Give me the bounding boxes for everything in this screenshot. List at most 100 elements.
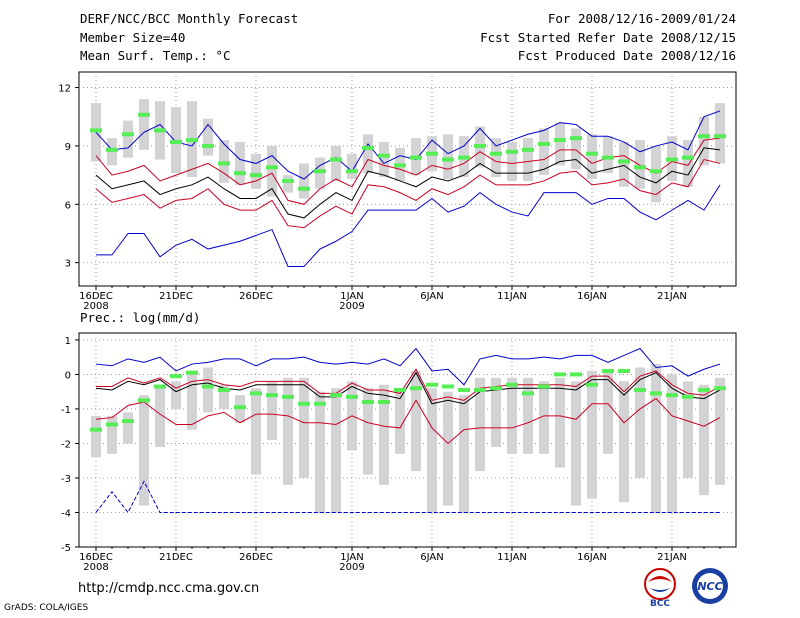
member-size: Member Size=40 [80, 30, 186, 45]
temp-box [443, 134, 453, 179]
temp-xtick-label: 26DEC [239, 291, 273, 302]
temp-xtick-sublabel: 2009 [339, 301, 364, 312]
prec-box [619, 381, 629, 503]
temp-box [523, 138, 533, 181]
prec-median-marker [714, 386, 726, 391]
prec-ytick-label: -5 [61, 543, 71, 554]
prec-box [475, 377, 485, 472]
temp-box [603, 136, 613, 174]
prec-median-marker [410, 386, 422, 391]
temp-median-marker [362, 145, 374, 150]
prec-upper-line [96, 368, 721, 401]
temp-median-marker [682, 155, 694, 160]
chart-title: DERF/NCC/BCC Monthly Forecast [80, 11, 299, 26]
prec-ytick-label: -4 [61, 508, 71, 519]
prec-median-marker [378, 400, 390, 405]
temp-xtick-label: 16DEC [79, 291, 113, 302]
prec-median-marker [458, 387, 470, 392]
temp-xtick-label: 21JAN [657, 291, 687, 302]
prec-box [715, 377, 725, 485]
temp-box [699, 116, 709, 166]
prec-box [651, 364, 661, 513]
temp-box [363, 134, 373, 174]
temp-min-line [96, 184, 721, 268]
temp-median-marker [170, 140, 182, 145]
temp-ytick-label: 6 [65, 200, 71, 211]
temp-mean-line [95, 147, 721, 219]
temp-box [299, 163, 309, 199]
prec-box [91, 415, 101, 458]
prec-box [123, 412, 133, 444]
prec-median-marker [634, 387, 646, 392]
prec-lower-line [95, 397, 721, 445]
temp-median-marker [346, 169, 358, 174]
temp-median-marker [586, 151, 598, 156]
temp-median-marker [426, 151, 438, 156]
temp-median-marker [474, 143, 486, 148]
temp-median-marker [522, 147, 534, 152]
prec-median-marker [506, 382, 518, 387]
prec-median-marker [154, 384, 166, 389]
temp-median-marker [122, 132, 134, 137]
temp-ytick-label: 12 [58, 84, 71, 95]
prec-box [251, 388, 261, 475]
prec-median-marker [650, 391, 662, 396]
temp-median-marker [634, 165, 646, 170]
temp-box [139, 99, 149, 150]
prec-median-marker [330, 393, 342, 398]
prec-box [107, 415, 117, 454]
prec-ytick-label: 1 [65, 336, 71, 347]
prec-xtick-label: 21JAN [657, 552, 687, 563]
prec-box [459, 395, 469, 513]
prec-xtick-label: 1JAN [340, 552, 363, 563]
ncc-logo: NCC [692, 568, 728, 604]
temp-median-marker [250, 173, 262, 178]
prec-box [411, 370, 421, 472]
temp-box [267, 145, 277, 197]
temp-box [203, 118, 213, 156]
temp-median-marker [570, 136, 582, 141]
prec-box [491, 377, 501, 447]
prec-box [443, 391, 453, 506]
temp-median-marker [314, 169, 326, 174]
forecast-started-date: Fcst Started Refer Date 2008/12/15 [480, 30, 736, 45]
forecast-period: For 2008/12/16-2009/01/24 [547, 11, 736, 26]
source-url[interactable]: http://cmdp.ncc.cma.gov.cn [78, 581, 260, 596]
prec-box [667, 374, 677, 513]
temp-box [347, 153, 357, 179]
temp-xtick-sublabel: 2008 [83, 301, 108, 312]
bcc-logo-text: BCC [650, 599, 670, 608]
prec-box [395, 391, 405, 454]
temp-xtick-label: 16JAN [577, 291, 607, 302]
temp-box [635, 140, 645, 189]
temp-box [283, 175, 293, 193]
prec-box [187, 370, 197, 430]
temp-upper-line [95, 137, 721, 205]
prec-median-marker [346, 394, 358, 399]
prec-box [363, 388, 373, 475]
prec-ytick-label: -1 [61, 405, 71, 416]
prec-median-marker [570, 372, 582, 377]
prec-median-marker [298, 401, 310, 406]
prec-median-marker [186, 370, 198, 375]
temp-median-marker [90, 128, 102, 133]
temp-median-marker [490, 151, 502, 156]
prec-box [587, 370, 597, 499]
prec-box [283, 377, 293, 485]
temp-box [507, 142, 517, 181]
temp-median-marker [378, 153, 390, 158]
temp-ytick-label: 9 [65, 142, 71, 153]
prec-box [267, 381, 277, 440]
prec-ytick-label: 0 [65, 370, 71, 381]
prec-median-marker [538, 384, 550, 389]
prec-median-marker [698, 387, 710, 392]
temp-median-marker [266, 165, 278, 170]
prec-box [155, 384, 165, 447]
temp-median-marker [330, 157, 342, 162]
temp-median-marker [442, 157, 454, 162]
prec-median-marker [314, 401, 326, 406]
temp-lower-line [95, 158, 721, 229]
